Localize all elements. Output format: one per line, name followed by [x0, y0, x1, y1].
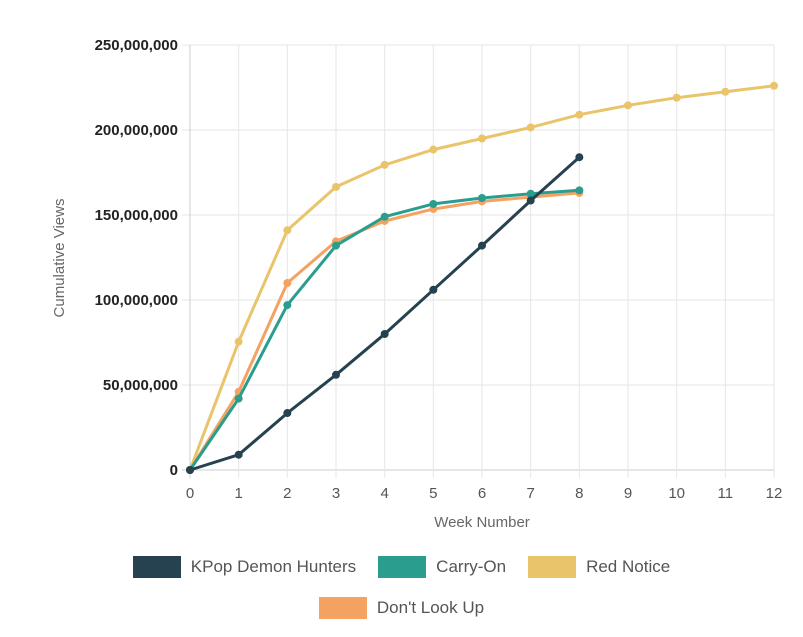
- x-tick-label: 6: [478, 485, 486, 502]
- data-point[interactable]: [234, 450, 243, 459]
- grid-lines: [182, 44, 775, 478]
- data-point[interactable]: [526, 196, 535, 205]
- x-tick-label: 11: [718, 485, 734, 502]
- y-axis-ticks: 0 50,000,000 100,000,000 150,000,000 200,000…: [95, 37, 178, 479]
- x-axis-ticks: 0 1 2 3 4 5 6 7 8 9 10 11 12: [186, 485, 783, 502]
- legend-label: Red Notice: [586, 557, 671, 576]
- data-point[interactable]: [429, 285, 438, 294]
- x-tick-label: 10: [668, 485, 685, 502]
- y-tick-label: 100,000,000: [95, 292, 178, 309]
- data-point[interactable]: [283, 301, 292, 310]
- data-point[interactable]: [526, 123, 535, 132]
- x-tick-label: 9: [624, 485, 632, 502]
- y-axis-title: Cumulative Views: [51, 199, 68, 318]
- x-tick-label: 5: [429, 485, 437, 502]
- data-point[interactable]: [672, 93, 681, 102]
- legend-swatch: [378, 556, 427, 578]
- data-point[interactable]: [526, 189, 535, 198]
- data-point[interactable]: [380, 330, 389, 338]
- data-point[interactable]: [234, 337, 243, 346]
- data-point[interactable]: [575, 153, 584, 162]
- series-red-notice: [186, 81, 778, 474]
- legend-item-carry-on[interactable]: Carry-On: [378, 556, 506, 578]
- data-point[interactable]: [721, 87, 730, 96]
- data-point[interactable]: [429, 145, 438, 154]
- data-point[interactable]: [478, 134, 486, 143]
- x-tick-label: 3: [332, 485, 340, 502]
- data-point[interactable]: [478, 194, 486, 202]
- legend-swatch: [318, 597, 367, 619]
- line-chart: 0 50,000,000 100,000,000 150,000,000 200,000…: [51, 37, 783, 531]
- series-layer: [186, 81, 778, 474]
- legend-item-dont-look-up[interactable]: Don't Look Up: [318, 597, 485, 619]
- data-point[interactable]: [380, 160, 389, 169]
- x-tick-label: 2: [283, 485, 291, 502]
- legend-swatch: [132, 556, 181, 578]
- x-tick-label: 1: [234, 485, 242, 502]
- legend-swatch: [528, 556, 577, 578]
- data-point[interactable]: [575, 186, 584, 195]
- data-point[interactable]: [624, 101, 632, 110]
- legend-label: Carry-On: [436, 557, 507, 576]
- series-kpop-demon-hunters: [186, 153, 584, 474]
- x-tick-label: 7: [526, 485, 534, 502]
- data-point[interactable]: [429, 199, 438, 208]
- legend-row-2: Don't Look Up: [0, 597, 803, 619]
- data-point[interactable]: [332, 241, 340, 250]
- y-tick-label: 50,000,000: [103, 377, 178, 394]
- y-tick-label: 200,000,000: [95, 122, 178, 139]
- data-point[interactable]: [283, 279, 292, 287]
- data-point[interactable]: [770, 81, 778, 90]
- legend-item-red-notice[interactable]: Red Notice: [528, 556, 670, 578]
- x-tick-label: 4: [380, 485, 388, 502]
- data-point[interactable]: [283, 409, 292, 418]
- data-point[interactable]: [283, 226, 292, 235]
- y-tick-label: 250,000,000: [95, 37, 178, 54]
- legend-item-kpop-demon-hunters[interactable]: KPop Demon Hunters: [132, 556, 357, 578]
- legend-label: Don't Look Up: [376, 598, 485, 617]
- data-point[interactable]: [478, 241, 486, 250]
- x-axis-title: Week Number: [434, 514, 530, 531]
- legend-label: KPop Demon Hunters: [190, 557, 357, 576]
- x-tick-label: 8: [575, 485, 583, 502]
- data-point[interactable]: [380, 212, 389, 221]
- legend-row-1: KPop Demon Hunters Carry-On Red Notice: [0, 556, 803, 578]
- x-tick-label: 0: [186, 485, 194, 502]
- data-point[interactable]: [332, 182, 340, 191]
- y-tick-label: 150,000,000: [95, 207, 178, 224]
- data-point[interactable]: [332, 370, 340, 379]
- y-tick-label: 0: [170, 462, 178, 479]
- data-point[interactable]: [575, 110, 584, 119]
- x-tick-label: 12: [766, 485, 783, 502]
- data-point[interactable]: [186, 466, 194, 474]
- data-point[interactable]: [234, 394, 243, 403]
